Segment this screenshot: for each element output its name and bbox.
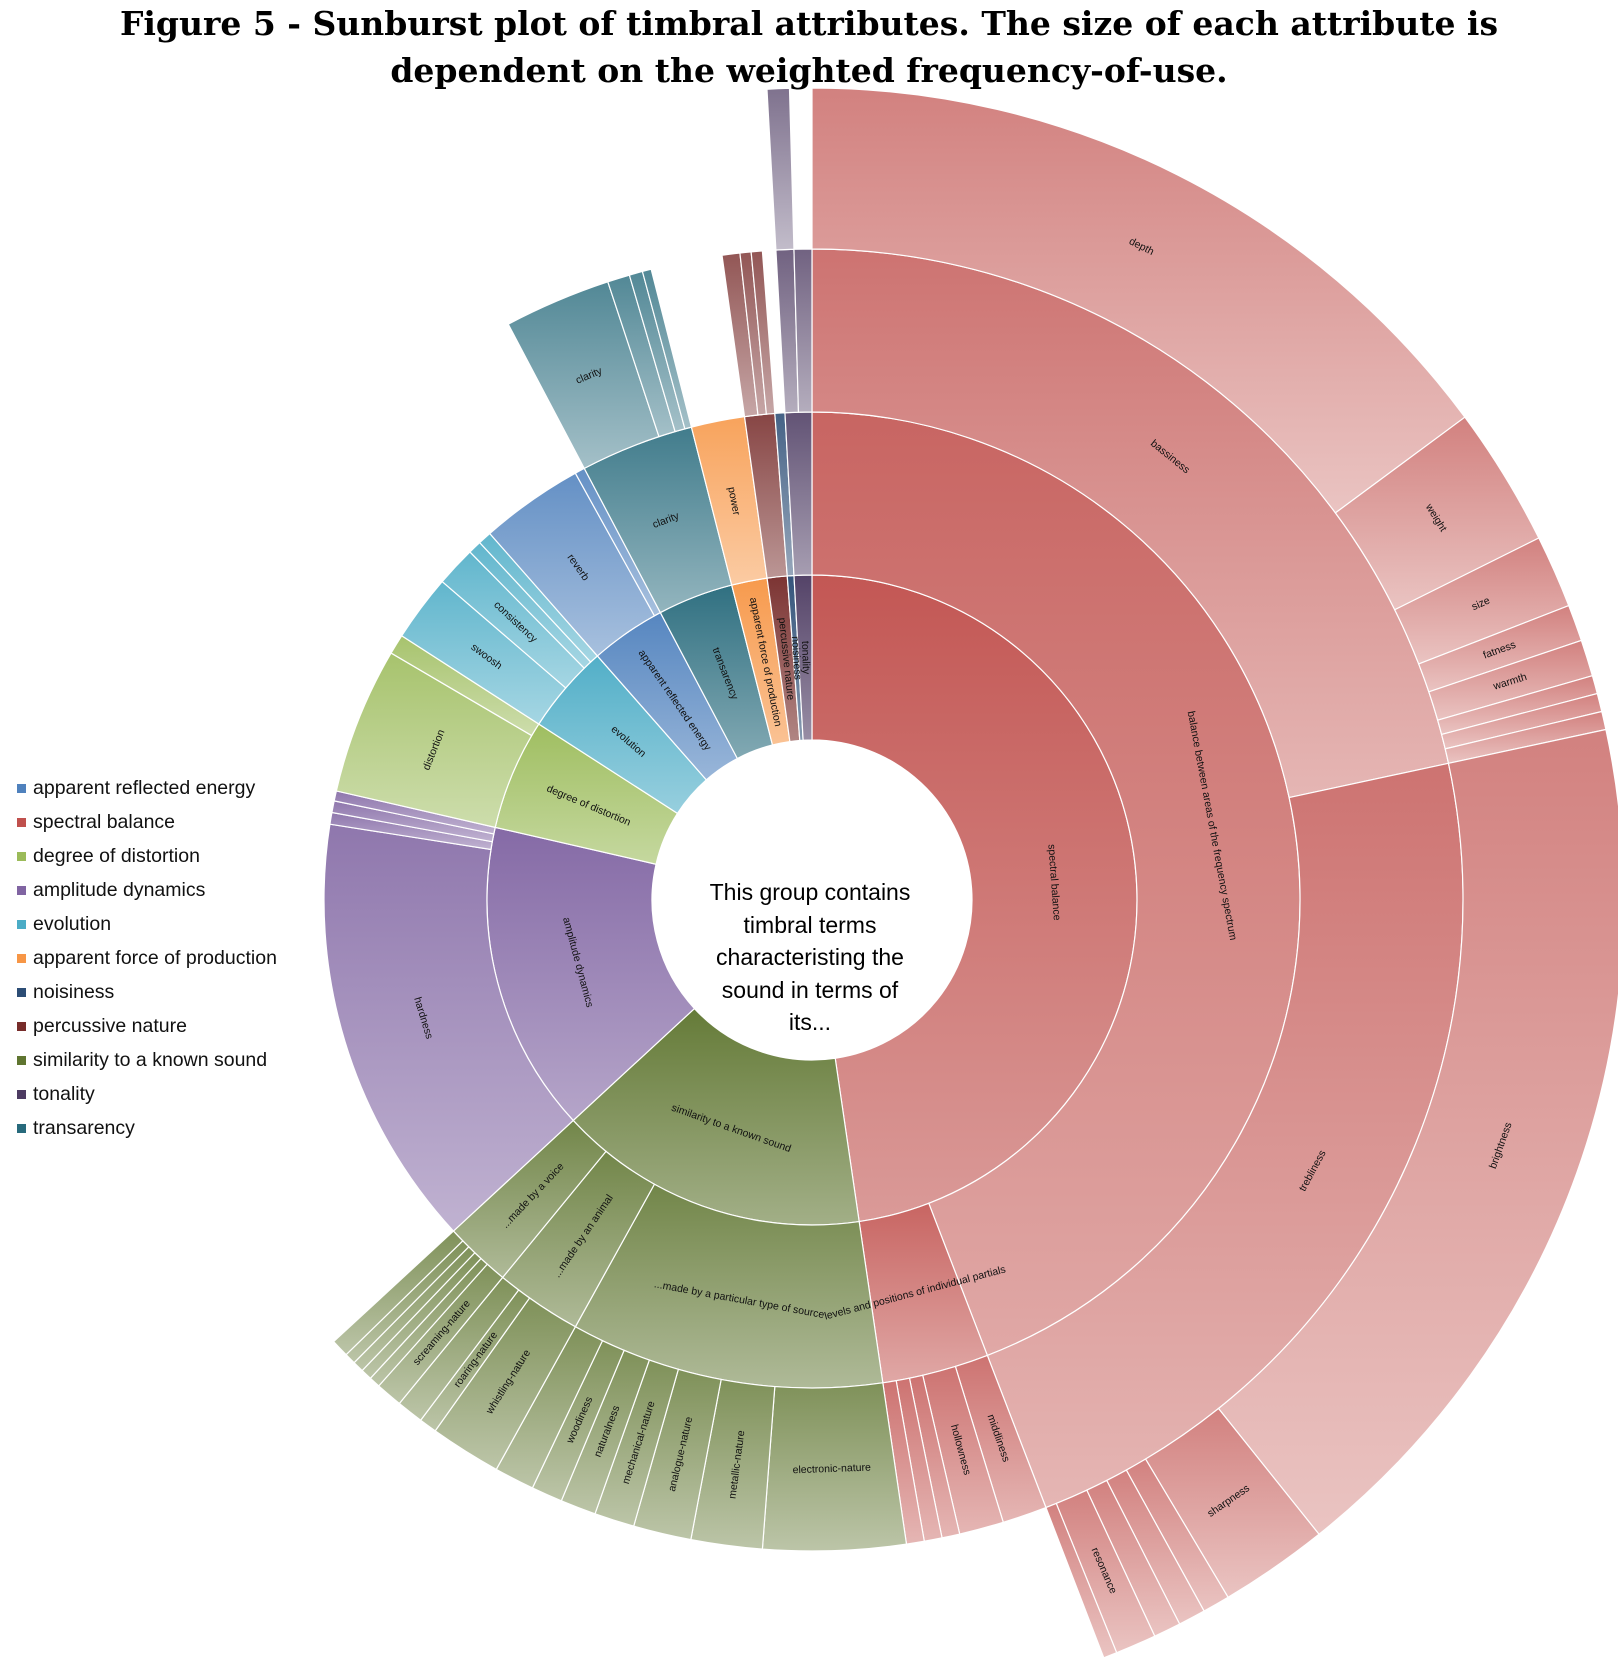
legend-swatch (17, 1089, 26, 1099)
legend-item: percussive nature (17, 1009, 277, 1043)
chart-title: Figure 5 - Sunburst plot of timbral attr… (0, 0, 1618, 94)
sunburst-center (653, 741, 971, 1059)
legend-item: similarity to a known sound (17, 1043, 277, 1077)
legend-item: apparent reflected energy (17, 771, 277, 805)
center-label-line: sound in terms of (721, 976, 899, 1003)
legend-label: apparent reflected energy (33, 776, 256, 799)
legend-label: tonality (33, 1082, 95, 1105)
legend-swatch (17, 783, 26, 793)
legend-label: percussive nature (33, 1014, 187, 1037)
legend-item: tonality (17, 1077, 277, 1111)
legend-swatch (17, 1055, 26, 1065)
legend-label: evolution (33, 912, 112, 935)
chart-legend: apparent reflected energy spectral balan… (17, 771, 277, 1145)
legend-swatch (17, 885, 26, 895)
legend-label: amplitude dynamics (33, 878, 206, 901)
legend-label: spectral balance (33, 810, 176, 833)
legend-item: apparent force of production (17, 941, 277, 975)
segment-label: tonality (799, 641, 812, 675)
segment-label: electronic-nature (792, 1462, 871, 1477)
center-label-line: This group contains (709, 879, 911, 905)
legend-swatch (17, 953, 26, 963)
legend-item: degree of distortion (17, 839, 277, 873)
center-label: This group contains timbral terms charac… (665, 876, 955, 1039)
legend-label: apparent force of production (33, 946, 277, 969)
center-label-line: its... (788, 1009, 832, 1035)
chart-title-line-2: dependent on the weighted frequency-of-u… (390, 51, 1228, 90)
legend-swatch (17, 1123, 26, 1133)
center-label-line: characteristing the (716, 944, 904, 970)
legend-swatch (17, 987, 26, 997)
legend-swatch (17, 919, 26, 929)
sunburst-segment (1217, 728, 1618, 1536)
legend-swatch (17, 817, 26, 827)
center-label-line: timbral terms (743, 911, 877, 938)
legend-item: transarency (17, 1111, 277, 1145)
legend-item: amplitude dynamics (17, 873, 277, 907)
legend-label: transarency (33, 1116, 135, 1139)
sunburst-segment (766, 87, 795, 251)
legend-swatch (17, 851, 26, 861)
legend-item: spectral balance (17, 805, 277, 839)
chart-title-line-1: Figure 5 - Sunburst plot of timbral attr… (119, 4, 1499, 43)
segment-label: noisiness (789, 636, 804, 680)
sunburst-segment (793, 248, 813, 413)
segment-label: power (725, 486, 742, 517)
legend-label: noisiness (33, 980, 115, 1003)
legend-item: evolution (17, 907, 277, 941)
legend-item: noisiness (17, 975, 277, 1009)
segment-label: spectral balance (1045, 844, 1063, 921)
legend-label: degree of distortion (33, 844, 200, 867)
legend-swatch (17, 1021, 26, 1031)
legend-label: similarity to a known sound (33, 1048, 268, 1071)
